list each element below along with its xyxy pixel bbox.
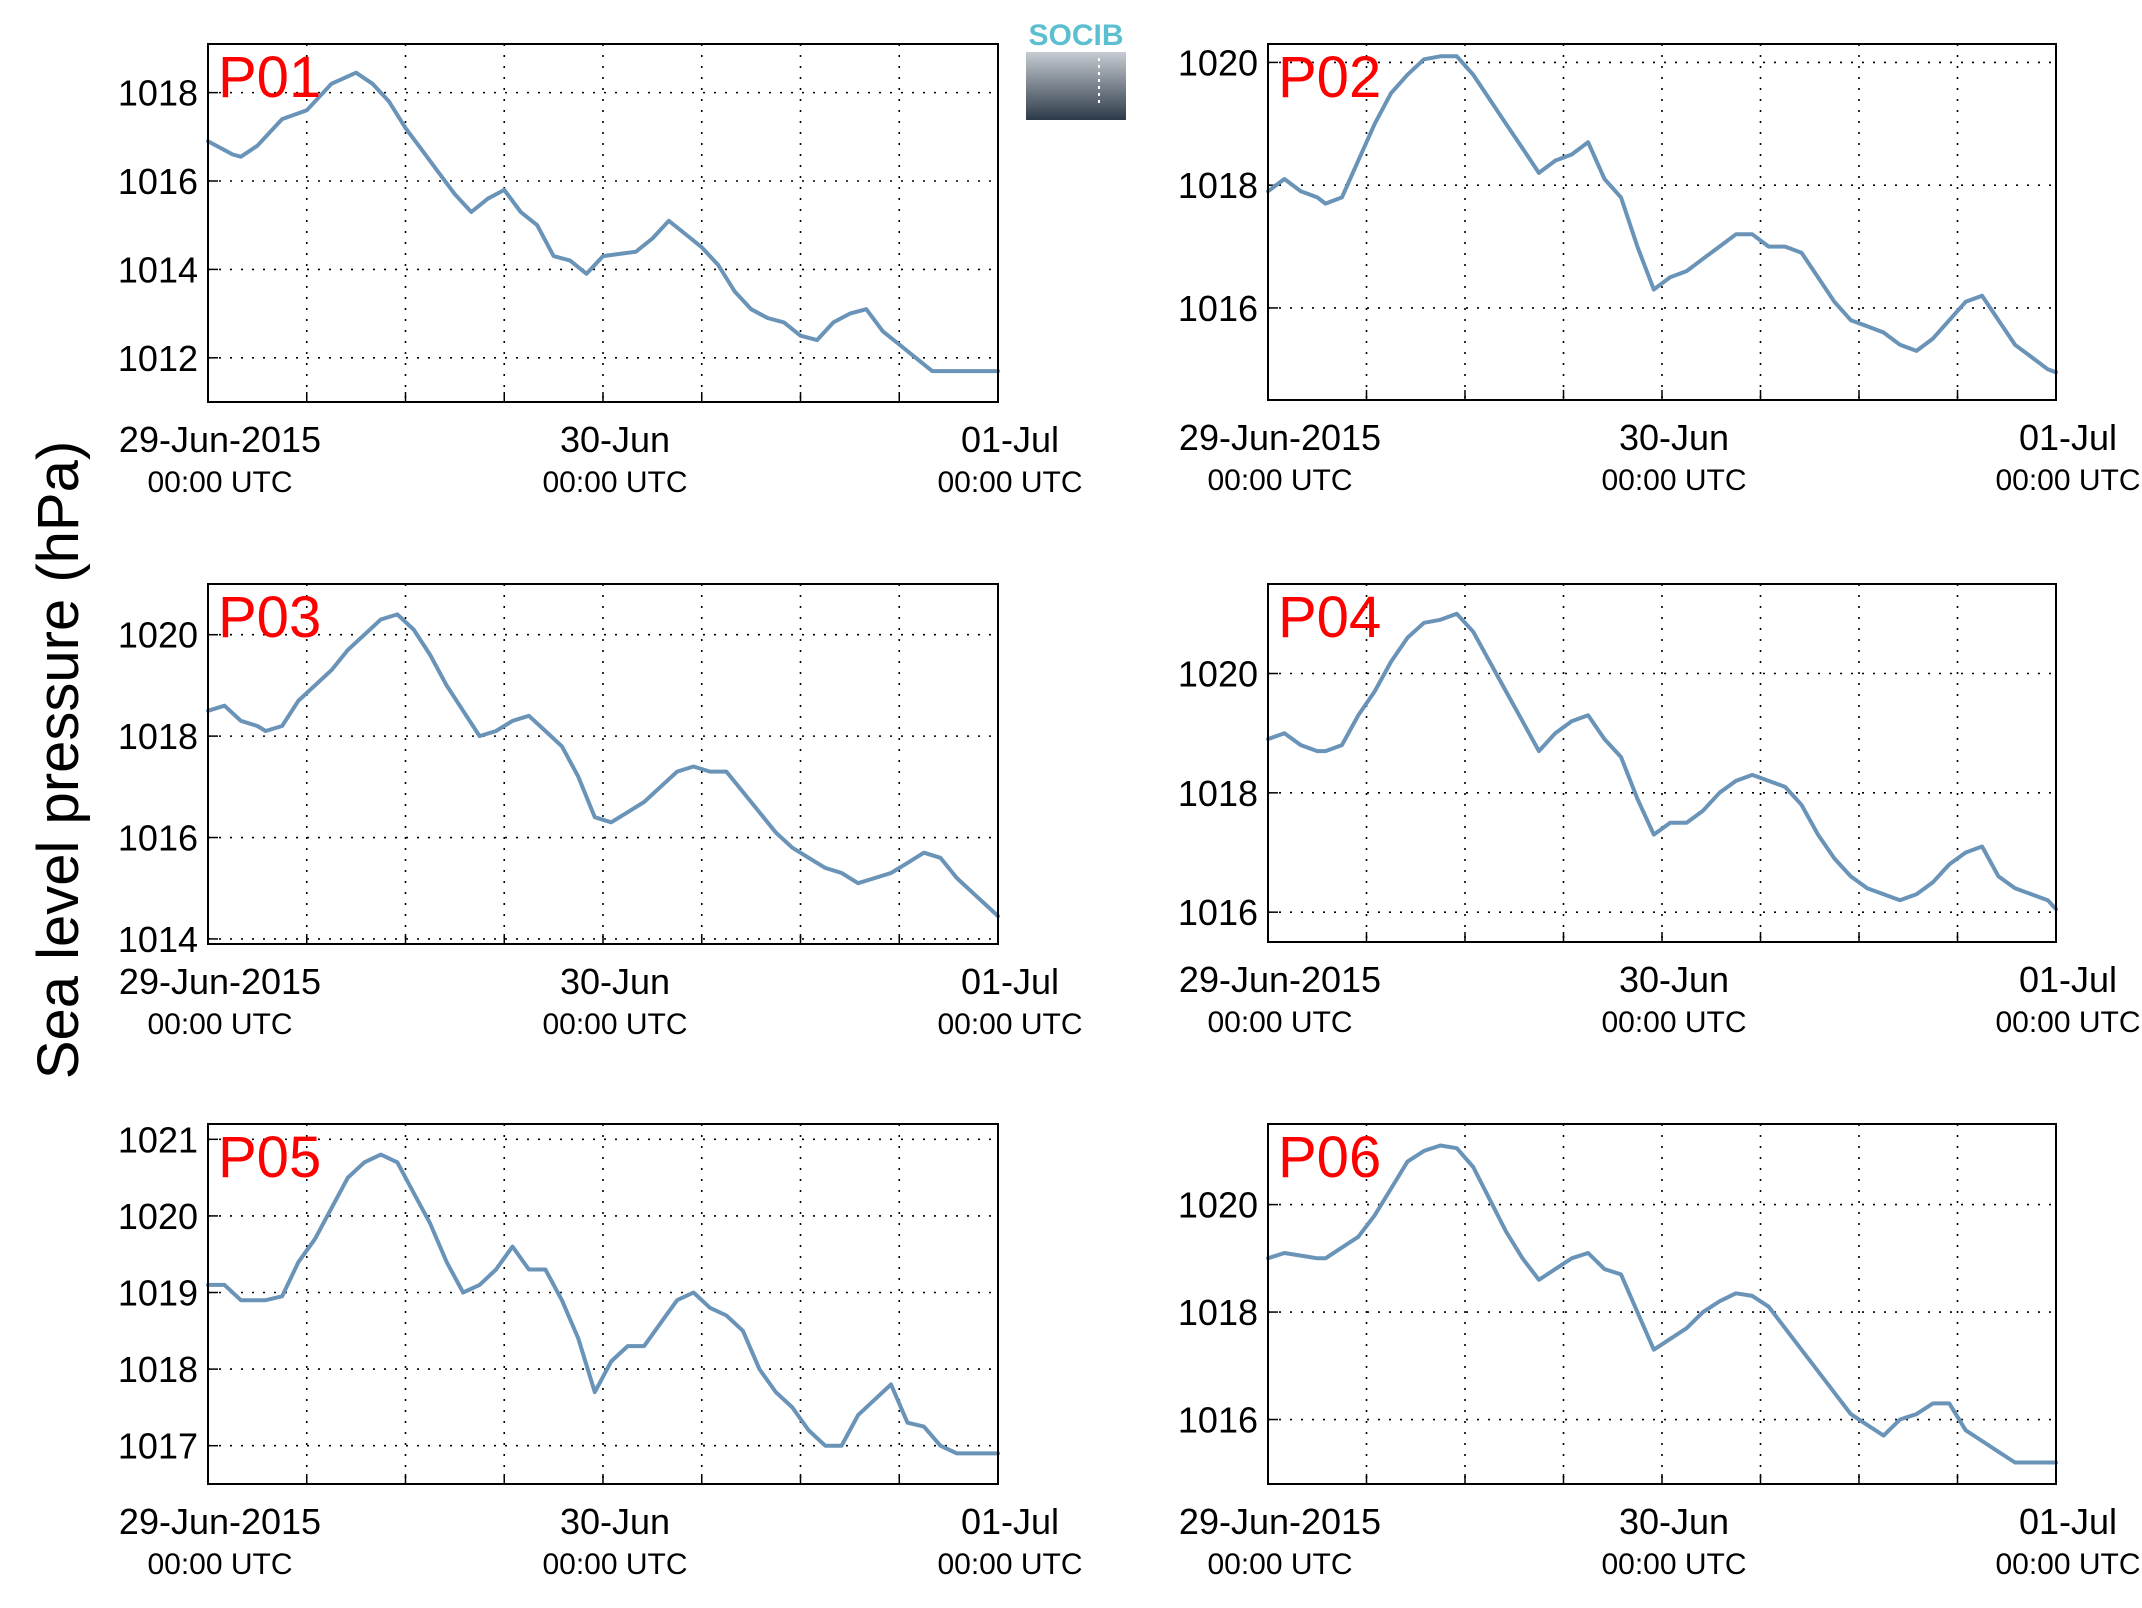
plot-frame — [207, 583, 999, 945]
chart-panel-5: 1017 1018 1019 1020 1021 29-Jun-2015 00:00 UTC… — [118, 1119, 1083, 1581]
y-tick-label: 1020 — [1178, 42, 1258, 83]
socib-logo-block — [1026, 52, 1126, 120]
series-line — [206, 612, 1000, 919]
series-line — [206, 1152, 1000, 1456]
x-tick-label: 01-Jul — [2019, 1501, 2117, 1542]
y-tick-label: 1016 — [1178, 288, 1258, 329]
y-tick-label: 1018 — [118, 1349, 198, 1390]
x-tick-sublabel: 00:00 UTC — [1207, 1548, 1352, 1581]
y-tick-label: 1016 — [1178, 892, 1258, 933]
x-tick-label: 30-Jun — [1619, 959, 1729, 1000]
socib-logo: SOCIB — [1026, 19, 1126, 120]
panel-title: P02 — [1278, 45, 1381, 110]
y-tick-label: 1014 — [118, 919, 198, 960]
y-tick-label: 1012 — [118, 338, 198, 379]
y-tick-label: 1018 — [118, 716, 198, 757]
plot-frame — [1267, 43, 2057, 401]
x-tick-label: 30-Jun — [560, 1501, 670, 1542]
panel-title: P05 — [218, 1125, 321, 1190]
y-tick-label: 1019 — [118, 1273, 198, 1314]
x-tick-sublabel: 00:00 UTC — [1207, 464, 1352, 497]
panel-title: P01 — [218, 45, 321, 110]
panel-title: P03 — [218, 585, 321, 650]
x-tick-label: 01-Jul — [2019, 959, 2117, 1000]
y-tick-label: 1021 — [118, 1119, 198, 1160]
chart-panel-2: 1016 1018 1020 29-Jun-2015 00:00 UTC 30-Jun 00… — [1178, 42, 2141, 497]
x-tick-sublabel: 00:00 UTC — [147, 1548, 292, 1581]
x-tick-label: 30-Jun — [1619, 417, 1729, 458]
y-tick-label: 1016 — [118, 161, 198, 202]
x-tick-label: 01-Jul — [2019, 417, 2117, 458]
x-tick-sublabel: 00:00 UTC — [1207, 1006, 1352, 1039]
series-line — [1266, 1143, 2058, 1465]
y-tick-label: 1016 — [1178, 1400, 1258, 1441]
y-tick-label: 1014 — [118, 249, 198, 290]
x-tick-label: 01-Jul — [961, 1501, 1059, 1542]
y-tick-label: 1020 — [118, 1196, 198, 1237]
x-tick-label: 01-Jul — [961, 419, 1059, 460]
plot-frame — [207, 1123, 999, 1485]
x-tick-sublabel: 00:00 UTC — [542, 466, 687, 499]
y-tick-label: 1018 — [118, 73, 198, 114]
chart-panel-1: 1012 1014 1016 1018 29-Jun-2015 00:00 UTC 30-J… — [118, 43, 1083, 499]
x-tick-sublabel: 00:00 UTC — [542, 1548, 687, 1581]
y-tick-label: 1016 — [118, 818, 198, 859]
y-tick-label: 1020 — [118, 615, 198, 656]
x-tick-sublabel: 00:00 UTC — [147, 1008, 292, 1041]
y-tick-label: 1018 — [1178, 773, 1258, 814]
x-tick-sublabel: 00:00 UTC — [1601, 464, 1746, 497]
chart-panel-3: 1014 1016 1018 1020 29-Jun-2015 00:00 UTC 30-J… — [118, 583, 1083, 1041]
x-tick-label: 29-Jun-2015 — [119, 419, 321, 460]
x-tick-sublabel: 00:00 UTC — [937, 466, 1082, 499]
series-line — [1266, 54, 2058, 375]
plot-frame — [207, 43, 999, 403]
panel-title: P04 — [1278, 585, 1381, 650]
x-tick-label: 01-Jul — [961, 961, 1059, 1002]
plot-frame — [1267, 583, 2057, 943]
x-tick-sublabel: 00:00 UTC — [1995, 1548, 2140, 1581]
x-tick-sublabel: 00:00 UTC — [1601, 1548, 1746, 1581]
series-line — [1266, 611, 2058, 912]
x-tick-label: 30-Jun — [1619, 1501, 1729, 1542]
y-axis-label: Sea level pressure (hPa) — [26, 441, 91, 1079]
y-tick-label: 1020 — [1178, 654, 1258, 695]
x-tick-label: 29-Jun-2015 — [119, 1501, 321, 1542]
x-tick-sublabel: 00:00 UTC — [1995, 464, 2140, 497]
y-tick-label: 1017 — [118, 1426, 198, 1467]
x-tick-label: 29-Jun-2015 — [1179, 417, 1381, 458]
x-tick-sublabel: 00:00 UTC — [147, 466, 292, 499]
y-tick-label: 1018 — [1178, 1292, 1258, 1333]
plot-frame — [1267, 1123, 2057, 1485]
x-tick-label: 29-Jun-2015 — [1179, 1501, 1381, 1542]
socib-logo-text: SOCIB — [1028, 19, 1123, 52]
x-tick-sublabel: 00:00 UTC — [1995, 1006, 2140, 1039]
x-tick-label: 30-Jun — [560, 419, 670, 460]
chart-panel-4: 1016 1018 1020 29-Jun-2015 00:00 UTC 30-Jun 00… — [1178, 583, 2141, 1039]
x-tick-sublabel: 00:00 UTC — [1601, 1006, 1746, 1039]
x-tick-label: 29-Jun-2015 — [119, 961, 321, 1002]
x-tick-sublabel: 00:00 UTC — [937, 1548, 1082, 1581]
chart-panels: 1012 1014 1016 1018 29-Jun-2015 00:00 UTC 30-J… — [118, 42, 2141, 1581]
series-line — [206, 70, 1000, 374]
y-tick-label: 1018 — [1178, 165, 1258, 206]
x-tick-label: 30-Jun — [560, 961, 670, 1002]
y-tick-label: 1020 — [1178, 1185, 1258, 1226]
chart-panel-6: 1016 1018 1020 29-Jun-2015 00:00 UTC 30-Jun 00… — [1178, 1123, 2141, 1581]
panel-title: P06 — [1278, 1125, 1381, 1190]
x-tick-label: 29-Jun-2015 — [1179, 959, 1381, 1000]
x-tick-sublabel: 00:00 UTC — [937, 1008, 1082, 1041]
x-tick-sublabel: 00:00 UTC — [542, 1008, 687, 1041]
